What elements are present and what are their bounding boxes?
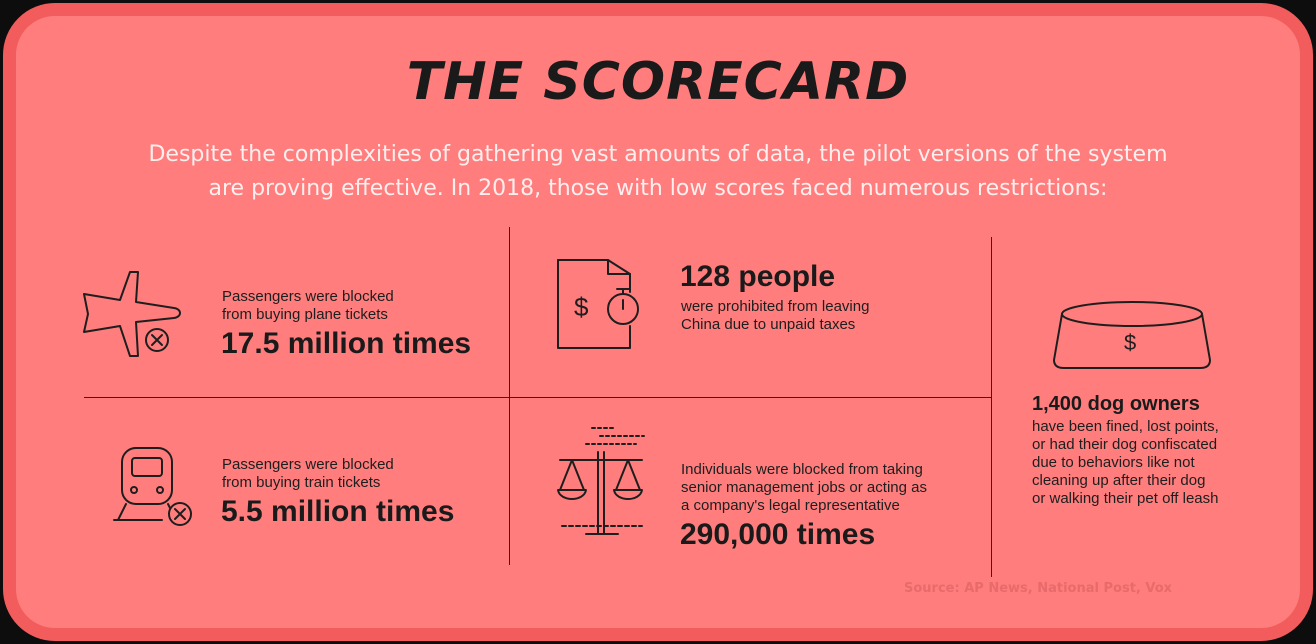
- dogs-line-3: due to behaviors like not: [1032, 454, 1195, 471]
- management-line-1: Individuals were blocked from taking: [681, 461, 923, 478]
- plane-line-1: Passengers were blocked: [222, 288, 394, 305]
- svg-text:$: $: [574, 292, 589, 322]
- source-credit: Source: AP News, National Post, Vox: [904, 581, 1173, 596]
- dogs-stat-text: have been fined, lost points, or had the…: [1032, 418, 1219, 508]
- subtitle-line-2: are proving effective. In 2018, those wi…: [208, 176, 1108, 201]
- train-line-1: Passengers were blocked: [222, 456, 394, 473]
- plane-line-2: from buying plane tickets: [222, 306, 388, 323]
- svg-text:$: $: [1124, 330, 1136, 355]
- train-blocked-icon: [112, 444, 200, 532]
- management-line-2: senior management jobs or acting as: [681, 479, 927, 496]
- page-title: THE SCORECARD: [406, 52, 910, 112]
- plane-figure: 17.5 million times: [221, 327, 472, 360]
- plane-stat-text: Passengers were blocked from buying plan…: [222, 288, 394, 324]
- divider-vertical-right: [991, 237, 992, 577]
- dogs-line-1: have been fined, lost points,: [1032, 418, 1219, 435]
- dog-bowl-icon: $: [1052, 298, 1212, 372]
- divider-horizontal: [84, 397, 991, 398]
- scales-icon: [556, 424, 648, 536]
- plane-blocked-icon: [78, 266, 188, 361]
- unpaid-taxes-icon: $: [554, 256, 654, 352]
- taxes-stat-text: were prohibited from leaving China due t…: [681, 298, 869, 334]
- train-line-2: from buying train tickets: [222, 474, 381, 491]
- subtitle: Despite the complexities of gathering va…: [40, 138, 1276, 206]
- dogs-line-5: or walking their pet off leash: [1032, 490, 1219, 507]
- subtitle-line-1: Despite the complexities of gathering va…: [148, 142, 1168, 167]
- management-line-3: a company's legal representative: [681, 497, 900, 514]
- dogs-figure: 1,400 dog owners: [1032, 393, 1200, 415]
- management-stat-text: Individuals were blocked from taking sen…: [681, 461, 927, 515]
- taxes-line-1: were prohibited from leaving: [681, 298, 870, 315]
- taxes-figure: 128 people: [680, 260, 836, 293]
- train-stat-text: Passengers were blocked from buying trai…: [222, 456, 394, 492]
- dogs-line-4: cleaning up after their dog: [1032, 472, 1206, 489]
- taxes-line-2: China due to unpaid taxes: [681, 316, 856, 333]
- train-figure: 5.5 million times: [221, 495, 455, 528]
- dogs-line-2: or had their dog confiscated: [1032, 436, 1218, 453]
- divider-vertical-left: [509, 227, 510, 565]
- scorecard-card: [3, 3, 1313, 641]
- management-figure: 290,000 times: [680, 518, 876, 551]
